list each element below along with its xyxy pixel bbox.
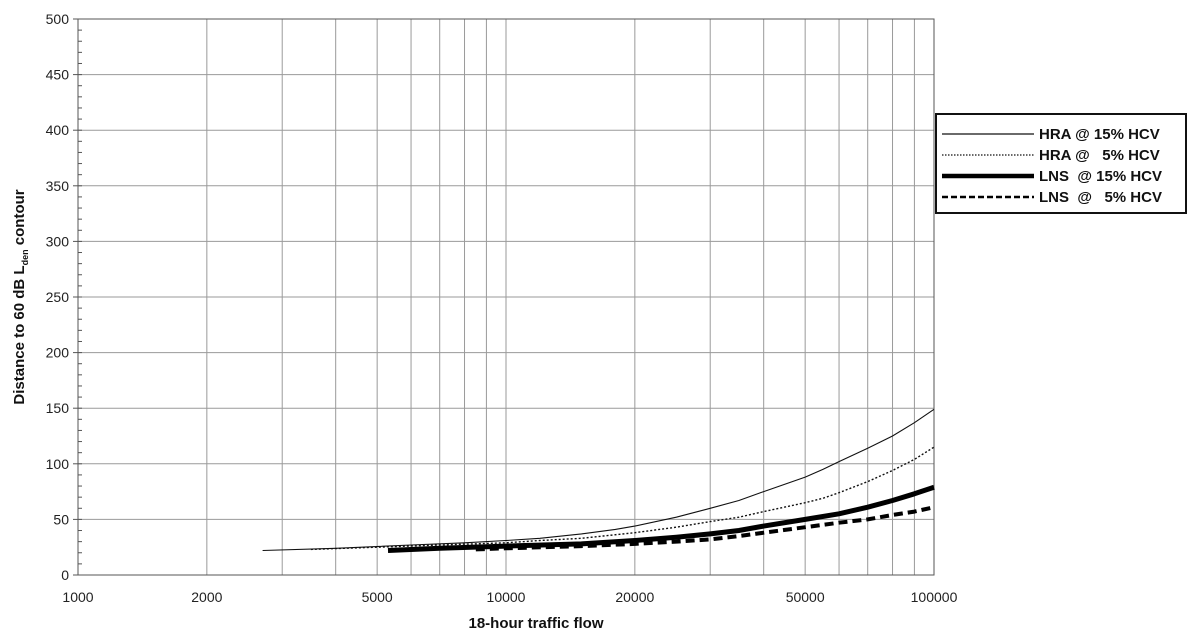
y-tick-label: 450 bbox=[46, 67, 70, 83]
legend-label: HRA @ 5% HCV bbox=[1039, 147, 1160, 164]
y-tick-label: 500 bbox=[46, 11, 70, 27]
y-tick-label: 50 bbox=[53, 511, 69, 527]
legend-label: LNS @ 15% HCV bbox=[1039, 168, 1162, 185]
x-tick-label: 100000 bbox=[911, 589, 958, 605]
series-line-3 bbox=[387, 484, 935, 553]
y-tick-label: 250 bbox=[46, 289, 70, 305]
legend-label: HRA @ 15% HCV bbox=[1039, 126, 1160, 143]
series-line-2 bbox=[310, 446, 935, 551]
y-tick-label: 400 bbox=[46, 122, 70, 138]
y-tick-label: 100 bbox=[46, 456, 70, 472]
y-tick-label: 300 bbox=[46, 233, 70, 249]
legend-box bbox=[935, 113, 1187, 214]
x-tick-label: 2000 bbox=[191, 589, 222, 605]
y-tick-label: 0 bbox=[61, 567, 69, 583]
legend: HRA @ 15% HCV HRA @ 5% HCV LNS @ 15% HCV LN… bbox=[935, 113, 1187, 214]
y-axis-title: Distance to 60 dB Lden contour bbox=[11, 189, 30, 404]
series-lines bbox=[262, 408, 935, 553]
y-tick-label: 150 bbox=[46, 400, 70, 416]
x-tick-label: 5000 bbox=[362, 589, 393, 605]
x-tick-label: 20000 bbox=[615, 589, 654, 605]
y-axis-title-main: Distance to 60 dB L bbox=[11, 265, 28, 404]
x-tick-label: 10000 bbox=[487, 589, 526, 605]
x-tick-label: 1000 bbox=[62, 589, 93, 605]
series-line-4 bbox=[475, 505, 935, 552]
y-tick-label: 200 bbox=[46, 345, 70, 361]
x-tick-label: 50000 bbox=[786, 589, 825, 605]
y-axis-title-end: contour bbox=[11, 189, 28, 249]
y-axis-title-subscript: den bbox=[20, 249, 30, 265]
legend-label: LNS @ 5% HCV bbox=[1039, 189, 1162, 206]
y-axis-ticks: 0 50 100 150 200 250 300 350 400 450 500 bbox=[46, 11, 78, 583]
series-line-1 bbox=[262, 408, 935, 552]
x-axis-ticks: 1000 2000 5000 10000 20000 50000 100000 bbox=[62, 589, 957, 605]
grid bbox=[77, 18, 935, 576]
y-tick-label: 350 bbox=[46, 178, 70, 194]
x-axis-title: 18-hour traffic flow bbox=[468, 615, 603, 632]
